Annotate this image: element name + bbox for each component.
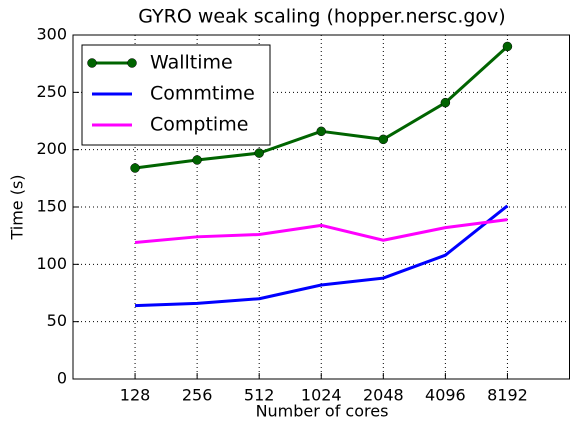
data-point — [502, 41, 513, 52]
x-tick-label: 4096 — [425, 386, 466, 405]
legend-label: Commtime — [150, 83, 255, 105]
data-point — [378, 134, 389, 145]
y-tick-label: 300 — [36, 25, 67, 44]
legend-marker — [127, 58, 137, 68]
data-point — [130, 163, 140, 173]
y-tick-label: 150 — [36, 197, 67, 216]
y-axis-label: Time (s) — [8, 174, 27, 240]
data-point — [192, 155, 202, 165]
y-tick-label: 0 — [57, 369, 67, 388]
y-tick-label: 100 — [36, 254, 67, 273]
x-axis-label: Number of cores — [256, 402, 389, 421]
series-line — [135, 204, 509, 308]
x-tick-label: 512 — [244, 386, 275, 405]
series-line — [134, 218, 508, 245]
x-tick-label: 8192 — [487, 386, 528, 405]
x-tick-label: 2048 — [363, 386, 404, 405]
data-point — [440, 97, 451, 108]
legend-label: Walltime — [150, 52, 233, 74]
x-tick-label: 128 — [120, 386, 151, 405]
x-tick-label: 1024 — [301, 386, 342, 405]
y-tick-label: 50 — [47, 311, 67, 330]
data-point — [316, 126, 326, 137]
plot-frame — [72, 34, 570, 380]
x-tick-label: 256 — [182, 386, 213, 405]
y-tick-label: 250 — [36, 82, 67, 101]
legend-label: Comptime — [150, 114, 248, 136]
data-point — [254, 148, 264, 158]
chart-title: GYRO weak scaling (hopper.nersc.gov) — [138, 6, 505, 28]
y-tick-label: 200 — [36, 139, 67, 158]
legend-marker — [87, 58, 97, 68]
